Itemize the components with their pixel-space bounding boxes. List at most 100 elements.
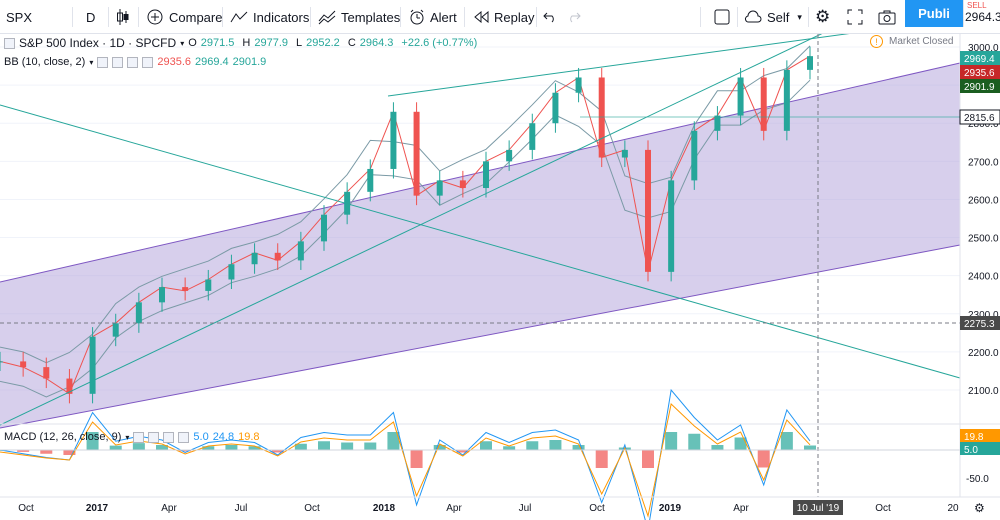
channel-lower-line <box>0 244 961 429</box>
candle-body <box>459 180 466 189</box>
macd-label-box <box>960 429 1000 442</box>
alert-label: Alert <box>430 9 457 25</box>
redo-button[interactable] <box>567 0 581 34</box>
publish-button[interactable]: Publi <box>905 0 963 27</box>
candle-body <box>783 69 790 131</box>
replay-button[interactable]: Replay <box>473 0 534 34</box>
channel-upper-line <box>0 62 961 283</box>
change-value: +22.6 (+0.77%) <box>401 37 478 49</box>
macd-histogram-bar <box>688 433 701 450</box>
compare-button[interactable]: Compare <box>147 0 222 34</box>
alert-button[interactable]: Alert <box>409 0 457 34</box>
macd-histogram-bar <box>642 450 654 468</box>
time-tick-label: Apr <box>733 503 749 514</box>
high-value: 2977.9 <box>254 37 289 49</box>
cloud-icon <box>744 10 762 24</box>
more-icon[interactable] <box>142 56 154 68</box>
settings-button[interactable]: ⚙ <box>815 0 830 34</box>
macd-label-text: 5.0 <box>964 445 978 456</box>
macd-histogram-bar <box>364 442 377 450</box>
chart-style-button[interactable] <box>116 0 130 34</box>
eye-icon[interactable] <box>97 56 109 68</box>
settings-icon[interactable] <box>112 56 124 68</box>
market-status: ! Market Closed <box>870 35 953 48</box>
macd-histogram-bar <box>387 432 400 450</box>
macd-signal-value: 19.8 <box>238 431 260 443</box>
candle-body <box>274 252 281 261</box>
chart-area[interactable]: 3000.02900.02800.02700.02600.02500.02400… <box>0 34 1000 520</box>
settings-icon[interactable] <box>148 431 160 443</box>
chart-canvas[interactable]: 3000.02900.02800.02700.02600.02500.02400… <box>0 34 1000 520</box>
interval-button[interactable]: D <box>86 0 95 34</box>
indicators-label: Indicators <box>253 9 310 25</box>
fullscreen-button[interactable] <box>847 0 863 34</box>
more-icon[interactable] <box>178 431 190 443</box>
toolbar-divider <box>536 7 537 27</box>
snapshot-button[interactable] <box>878 0 896 34</box>
chevron-down-icon[interactable]: ▾ <box>180 38 185 48</box>
price-label-box <box>960 79 1000 93</box>
sell-button[interactable]: SELL 2964.3 <box>963 0 1000 27</box>
replay-label: Replay <box>494 9 535 25</box>
undo-button[interactable] <box>543 0 557 34</box>
price-tick-label: 2400.0 <box>968 272 999 283</box>
crosshair-date-label: 10 Jul '19 <box>797 503 840 514</box>
candle-body <box>159 287 165 303</box>
templates-icon <box>318 9 336 25</box>
candle-body <box>668 180 675 272</box>
candle-body <box>506 149 513 162</box>
collapse-pane-icon[interactable] <box>4 37 15 49</box>
time-tick-label: 2019 <box>659 503 682 514</box>
settings-gear-icon: ⚙ <box>974 501 985 515</box>
close-value: 2964.3 <box>359 37 394 49</box>
save-layout-button[interactable]: Self ▾ <box>744 0 802 34</box>
templates-button[interactable]: Templates <box>318 0 400 34</box>
macd-legend: MACD (12, 26, close, 9) ▾ 5.0 24.8 19.8 <box>4 431 264 443</box>
symbol-search[interactable]: SPX <box>6 0 68 34</box>
toolbar-divider <box>108 7 109 27</box>
macd-tick-label: -50.0 <box>966 474 989 485</box>
macd-histogram-bar <box>179 450 192 452</box>
high-label: H <box>242 37 251 49</box>
candle-body <box>714 115 721 131</box>
chevron-down-icon[interactable]: ▾ <box>125 432 130 442</box>
candle-body <box>367 168 374 192</box>
bb-upper-value: 2969.4 <box>195 56 229 68</box>
indicators-button[interactable]: Indicators <box>230 0 309 34</box>
camera-icon <box>878 10 896 25</box>
macd-histogram-bar <box>271 450 284 453</box>
gear-icon: ⚙ <box>815 7 831 26</box>
bb-basis-line <box>0 55 811 395</box>
delete-icon[interactable] <box>127 56 139 68</box>
crosshair-date-box <box>793 500 843 515</box>
delete-icon[interactable] <box>163 431 175 443</box>
candle-body <box>598 77 605 158</box>
open-value: 2971.5 <box>200 37 235 49</box>
toolbar-divider <box>808 7 809 27</box>
bb-basis-value: 2935.6 <box>157 56 191 68</box>
candle-body <box>737 77 744 116</box>
redo-icon <box>567 11 581 23</box>
candle-body <box>552 92 559 124</box>
price-label-text: 2901.9 <box>964 82 995 93</box>
eye-icon[interactable] <box>133 431 145 443</box>
toolbar-divider <box>700 7 701 27</box>
alarm-clock-icon <box>409 9 425 25</box>
price-tick-label: 3000.0 <box>968 43 999 54</box>
macd-histogram-bar <box>665 432 678 450</box>
bb-lower-value: 2901.9 <box>232 56 267 68</box>
macd-histogram-bar <box>480 441 492 450</box>
time-tick-label: Oct <box>304 503 320 514</box>
candle-body <box>0 361 3 363</box>
macd-histogram-bar <box>526 441 539 450</box>
price-tick-label: 2300.0 <box>968 310 999 321</box>
undo-icon <box>543 11 557 23</box>
candle-body <box>20 361 27 368</box>
toolbar-divider <box>222 7 223 27</box>
layout-button[interactable] <box>714 0 730 34</box>
top-toolbar: SPX D Compare Indicators Templates Alert <box>0 0 1000 34</box>
chevron-down-icon[interactable]: ▾ <box>89 57 94 67</box>
macd-signal-line <box>0 403 811 518</box>
candle-body <box>691 130 698 181</box>
macd-label: MACD (12, 26, close, 9) <box>4 431 122 443</box>
